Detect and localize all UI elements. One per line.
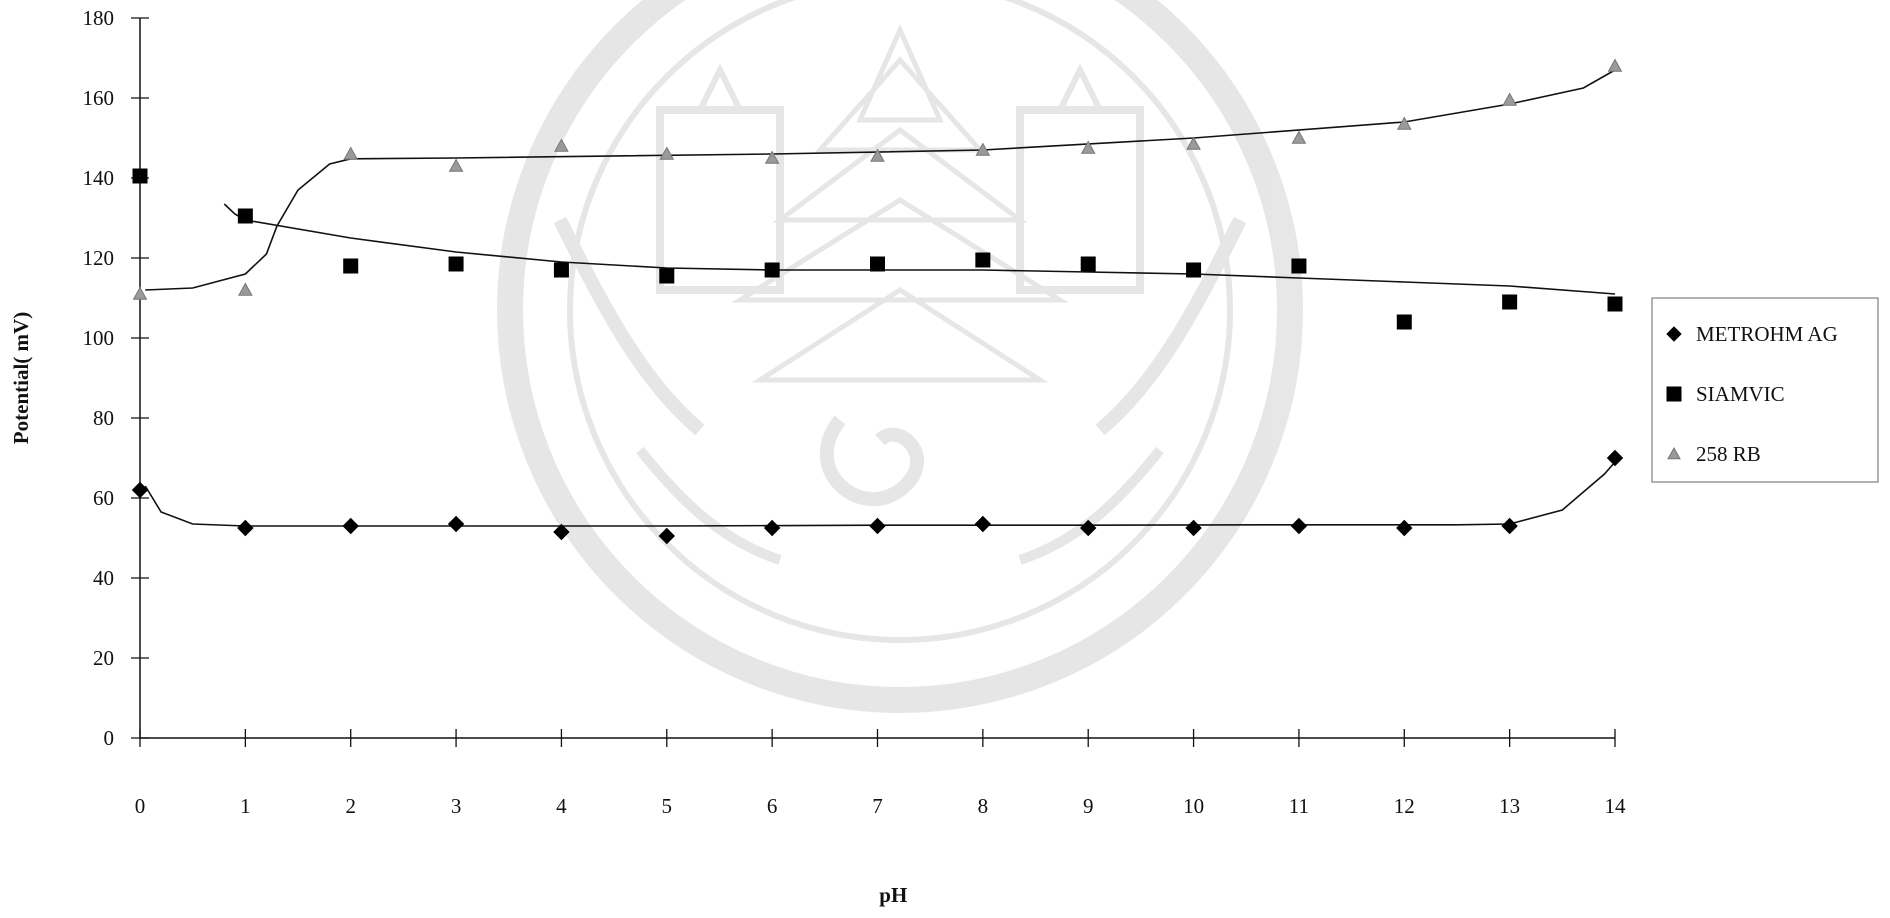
marker-layer <box>131 58 1624 545</box>
x-axis-title: pH <box>879 883 907 907</box>
x-tick-label: 6 <box>767 794 778 818</box>
y-tick-label: 80 <box>93 406 114 430</box>
data-point-series-2 <box>553 262 569 278</box>
y-tick-label: 0 <box>104 726 115 750</box>
data-point-series-1 <box>658 527 675 545</box>
x-tick-label: 2 <box>345 794 356 818</box>
data-point-series-2 <box>448 256 464 272</box>
data-point-series-1 <box>342 517 359 535</box>
data-point-series-2 <box>1396 314 1412 330</box>
trendline-series-3 <box>145 69 1616 291</box>
x-tick-label: 4 <box>556 794 567 818</box>
data-point-series-3 <box>1502 92 1517 106</box>
trendline-series-2 <box>223 203 1616 295</box>
data-point-series-1 <box>1501 517 1518 535</box>
x-tick-label: 11 <box>1289 794 1309 818</box>
data-point-series-3 <box>1607 58 1623 72</box>
data-point-series-2 <box>975 252 991 268</box>
x-tick-label: 14 <box>1605 794 1627 818</box>
data-point-series-2 <box>1080 256 1096 272</box>
y-tick-label: 140 <box>83 166 115 190</box>
y-tick-label: 120 <box>83 246 115 270</box>
data-point-series-3 <box>238 282 253 296</box>
legend-label-series-2: SIAMVIC <box>1696 382 1785 406</box>
data-point-series-3 <box>1186 136 1201 150</box>
legend: METROHM AG SIAMVIC 258 RB <box>1651 297 1879 483</box>
data-point-series-1 <box>131 481 149 499</box>
data-point-series-1 <box>763 519 781 537</box>
data-point-series-1 <box>553 523 570 541</box>
x-tick-label: 10 <box>1183 794 1204 818</box>
data-point-series-3 <box>448 158 464 172</box>
x-tick-label: 12 <box>1394 794 1415 818</box>
data-point-series-3 <box>764 150 780 164</box>
data-point-series-1 <box>1606 449 1624 467</box>
y-tick-label: 160 <box>83 86 115 110</box>
data-point-series-3 <box>870 148 885 162</box>
data-point-series-2 <box>1291 258 1307 274</box>
legend-box <box>1651 297 1879 483</box>
data-point-series-3 <box>343 146 359 160</box>
data-point-series-1 <box>1396 519 1413 537</box>
y-axis-title: Potential( mV) <box>9 312 33 444</box>
data-point-series-1 <box>447 515 465 533</box>
data-point-series-1 <box>1290 517 1308 535</box>
x-tick-label: 13 <box>1499 794 1520 818</box>
x-tick-label: 5 <box>662 794 673 818</box>
data-point-series-3 <box>659 146 675 160</box>
x-tick-label: 7 <box>872 794 883 818</box>
data-point-series-2 <box>1607 296 1623 312</box>
data-point-series-1 <box>1185 519 1202 537</box>
data-point-series-2 <box>343 258 359 274</box>
seal-watermark <box>497 0 1303 713</box>
x-tick-label: 9 <box>1083 794 1094 818</box>
data-point-series-2 <box>132 168 148 184</box>
legend-label-series-3: 258 RB <box>1696 442 1761 466</box>
y-tick-label: 40 <box>93 566 114 590</box>
data-point-series-3 <box>132 286 148 300</box>
data-point-series-3 <box>975 142 991 156</box>
x-tick-label: 0 <box>135 794 146 818</box>
data-point-series-1 <box>1080 519 1097 537</box>
data-point-series-2 <box>659 268 675 284</box>
data-point-series-3 <box>1291 130 1307 144</box>
data-point-series-2 <box>1502 294 1518 310</box>
y-tick-label: 180 <box>83 6 115 30</box>
data-point-series-3 <box>1396 116 1412 130</box>
data-point-series-3 <box>1080 140 1096 154</box>
legend-items: METROHM AG SIAMVIC 258 RB <box>1666 322 1838 466</box>
legend-marker-series-2 <box>1666 386 1682 402</box>
legend-label-series-1: METROHM AG <box>1696 322 1838 346</box>
data-point-series-2 <box>764 262 780 278</box>
legend-marker-series-1 <box>1666 326 1682 342</box>
x-tick-label: 8 <box>978 794 989 818</box>
data-point-series-1 <box>237 519 254 537</box>
x-tick-label: 1 <box>240 794 251 818</box>
y-tick-label: 100 <box>83 326 115 350</box>
y-tick-label: 20 <box>93 646 114 670</box>
data-point-series-2 <box>870 256 885 272</box>
data-point-series-1 <box>869 517 886 535</box>
data-point-series-2 <box>1186 262 1202 278</box>
legend-marker-series-3 <box>1667 446 1681 460</box>
x-tick-label: 3 <box>451 794 462 818</box>
y-tick-label: 60 <box>93 486 114 510</box>
data-point-series-1 <box>974 515 992 533</box>
data-point-series-3 <box>554 138 569 152</box>
data-point-series-2 <box>237 208 253 224</box>
